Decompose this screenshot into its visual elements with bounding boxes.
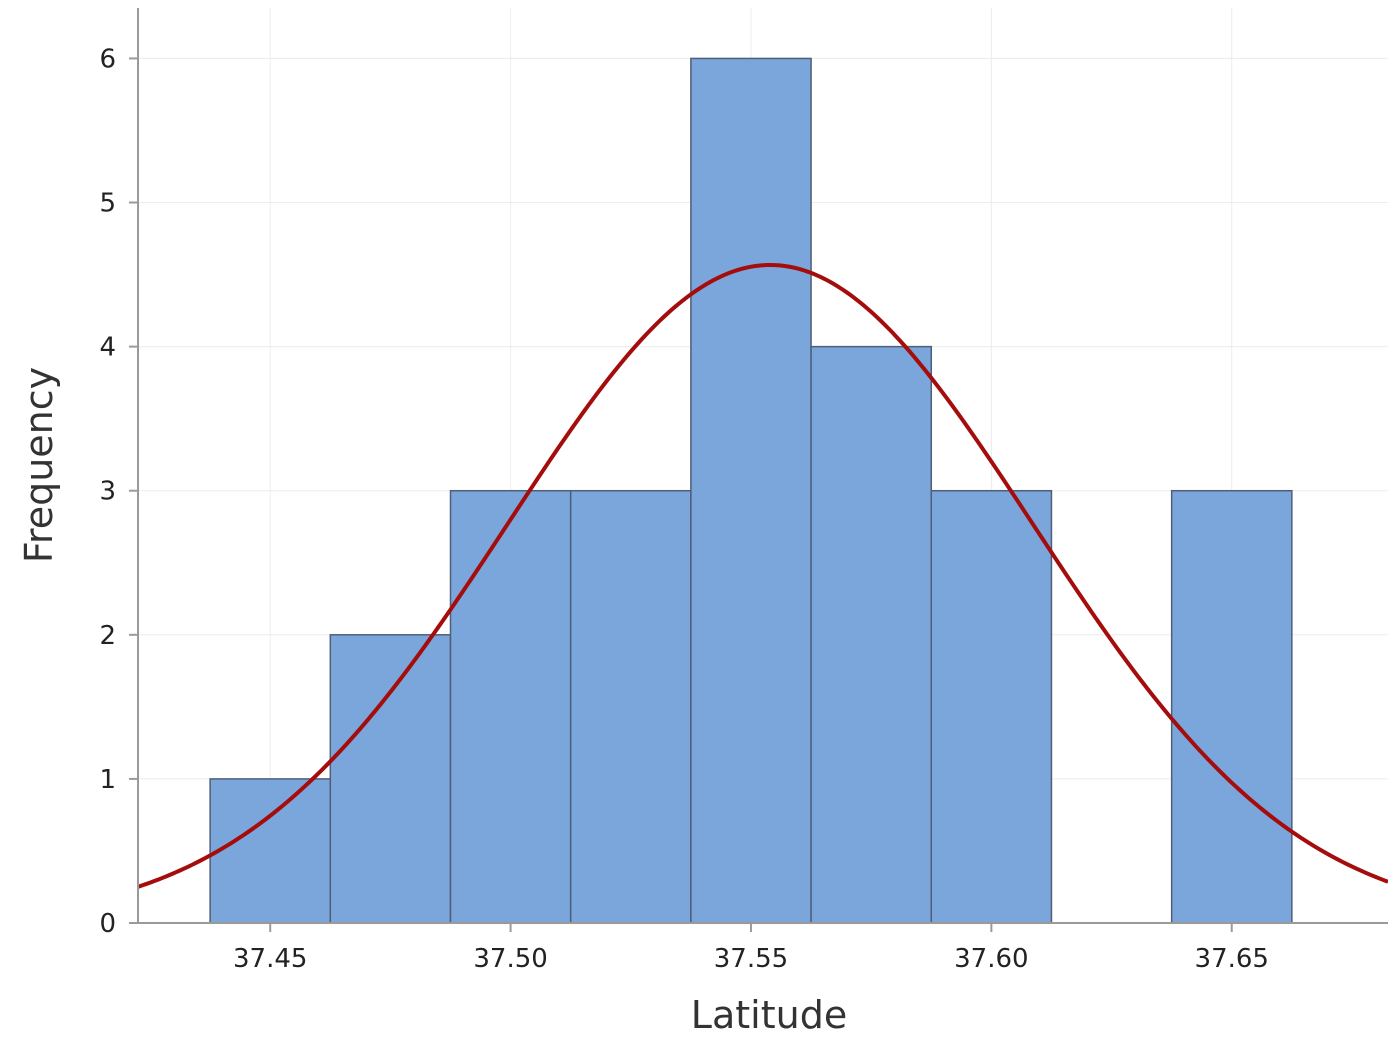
y-tick-label: 4 [99, 333, 116, 363]
x-tick-label: 37.45 [233, 944, 307, 974]
normal-curve-layer [137, 262, 1388, 889]
x-tick-label: 37.50 [473, 944, 547, 974]
histogram-bar [449, 489, 572, 924]
axes [129, 8, 1388, 932]
y-axis-title: Frequency [17, 367, 61, 563]
histogram-bar [930, 489, 1053, 924]
x-tick-label: 37.65 [1195, 944, 1269, 974]
histogram-bar [209, 778, 332, 924]
x-tick-label: 37.60 [954, 944, 1028, 974]
tick-labels: 37.45 37.50 37.55 37.60 37.65 0 1 2 3 4 5 6 [99, 44, 1269, 974]
x-tick-label: 37.55 [714, 944, 788, 974]
histogram-bar [690, 57, 812, 924]
normal-fit-curve [137, 262, 1388, 889]
y-tick-label: 5 [99, 189, 116, 219]
histogram-bar [1170, 489, 1293, 924]
histogram-bars [209, 57, 1293, 924]
y-tick-label: 6 [99, 44, 116, 74]
y-tick-label: 3 [99, 477, 116, 507]
histogram-bar [569, 489, 692, 924]
histogram-bar [810, 345, 933, 924]
x-axis-title: Latitude [691, 993, 847, 1037]
y-tick-label: 0 [99, 909, 116, 939]
y-tick-label: 1 [99, 765, 116, 795]
y-tick-label: 2 [99, 621, 116, 651]
histogram-bar [329, 634, 452, 924]
